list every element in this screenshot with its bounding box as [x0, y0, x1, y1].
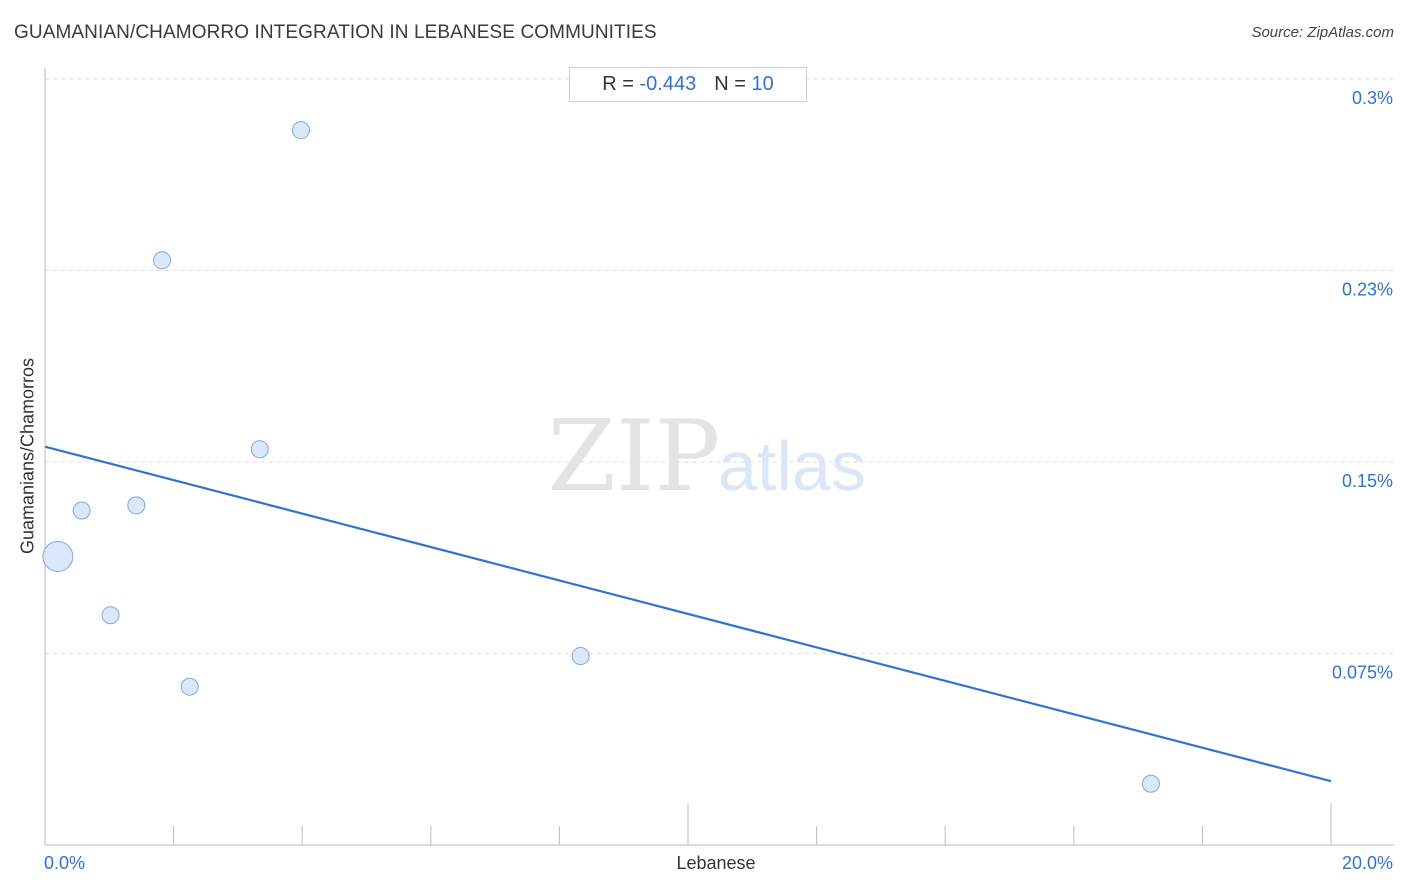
y-tick-label-2: 0.15% — [1342, 471, 1393, 491]
x-axis-label: Lebanese — [676, 853, 756, 873]
x-tick-label-min: 0.0% — [44, 853, 86, 873]
axes — [44, 68, 1394, 846]
data-point-5 — [180, 677, 199, 696]
grid-lines — [45, 78, 1394, 654]
data-point-0 — [42, 540, 74, 572]
source-credit: Source: ZipAtlas.com — [1251, 24, 1394, 41]
data-point-6 — [250, 440, 269, 459]
chart-title: GUAMANIAN/CHAMORRO INTEGRATION IN LEBANE… — [14, 22, 657, 43]
data-point-4 — [153, 251, 172, 270]
trendline-group — [44, 445, 1332, 783]
y-tick-label-1: 0.23% — [1342, 280, 1393, 300]
data-point-9 — [1141, 774, 1160, 793]
watermark-zip: ZIP — [548, 400, 721, 514]
r-label: R = — [602, 73, 634, 95]
data-point-3 — [127, 496, 146, 515]
data-points — [42, 121, 1160, 793]
watermark-atlas: atlas — [718, 427, 866, 505]
x-tick-label-max: 20.0% — [1341, 853, 1393, 873]
y-tick-label-0: 0.3% — [1352, 88, 1393, 108]
data-point-1 — [72, 501, 91, 520]
y-axis-label: Guamanians/Chamorros — [17, 357, 38, 555]
trendline — [44, 445, 1332, 783]
y-tick-label-3: 0.075% — [1332, 663, 1393, 683]
data-point-2 — [101, 606, 120, 625]
n-label: N = — [714, 73, 746, 95]
y-tick-labels: 0.3% 0.23% 0.15% 0.075% — [1332, 88, 1393, 683]
correlation-stats: R = -0.443 N = 10 — [569, 67, 807, 102]
data-point-7 — [291, 121, 310, 140]
r-value: -0.443 — [639, 73, 697, 95]
zipatlas-watermark: ZIP atlas — [548, 400, 866, 514]
n-value: 10 — [751, 73, 774, 95]
data-point-8 — [571, 647, 590, 666]
